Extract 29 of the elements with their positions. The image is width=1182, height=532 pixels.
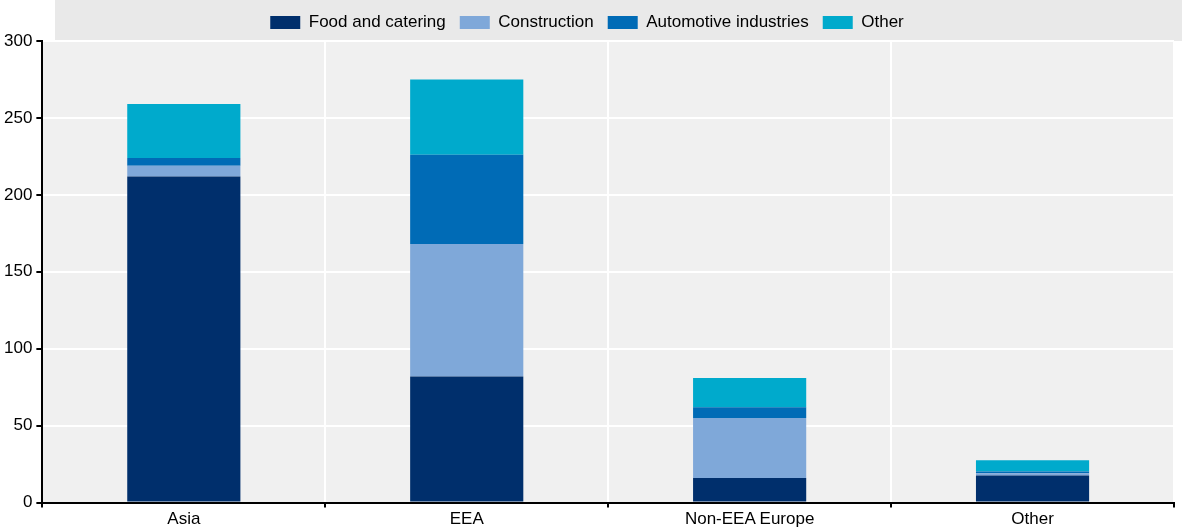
bar xyxy=(410,79,524,155)
bar xyxy=(127,165,241,177)
bar xyxy=(127,104,241,158)
y-tick-label: 100 xyxy=(3,338,33,358)
y-tick-label: 150 xyxy=(3,261,33,281)
legend-label: Construction xyxy=(498,12,594,32)
legend-label: Food and catering xyxy=(308,12,446,32)
x-tick-label: Asia xyxy=(167,509,201,529)
bar xyxy=(693,407,807,418)
y-tick-label: 50 xyxy=(13,415,33,435)
y-tick-label: 300 xyxy=(3,30,33,50)
bar xyxy=(975,475,1090,502)
y-tick-label: 250 xyxy=(3,107,33,127)
y-tick-label: 200 xyxy=(3,184,33,204)
bar xyxy=(127,176,241,502)
x-tick-label: Non-EEA Europe xyxy=(684,509,815,529)
x-tick-label: Other xyxy=(1011,509,1055,529)
legend-label: Other xyxy=(861,12,905,32)
bar xyxy=(693,377,807,408)
legend-label: Automotive industries xyxy=(646,12,809,32)
bar xyxy=(693,417,807,478)
x-tick-label: EEA xyxy=(449,509,485,529)
bar xyxy=(410,154,524,245)
bar xyxy=(410,244,524,377)
bar xyxy=(975,460,1090,472)
bar xyxy=(693,477,807,502)
y-tick-label: 0 xyxy=(22,492,33,512)
bar xyxy=(410,376,524,502)
bar xyxy=(127,157,241,166)
